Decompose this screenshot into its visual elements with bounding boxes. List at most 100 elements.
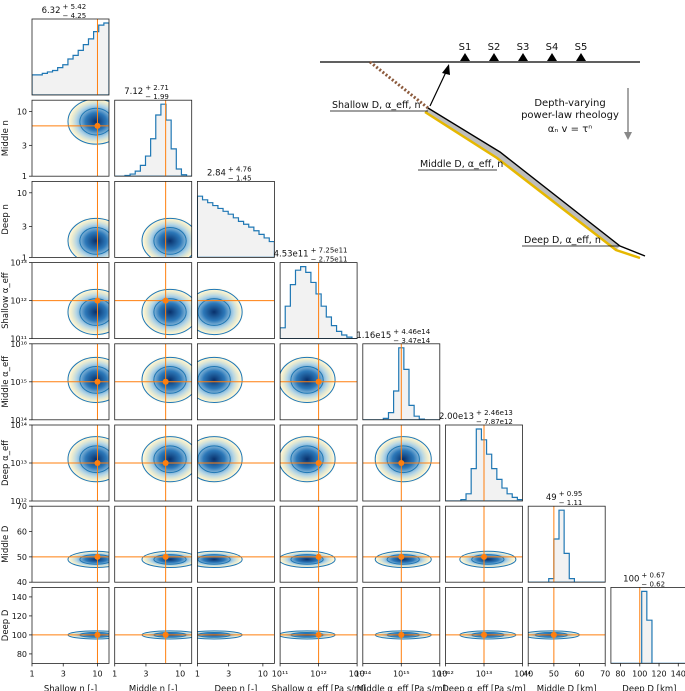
truth-point [162, 553, 169, 560]
xtick-deep_d: 100 [632, 669, 647, 678]
xtick-deep_a: 10¹⁴ [514, 669, 531, 678]
panel-middle_d-middle_d: 49 + 0.95− 1.11 [527, 490, 606, 583]
contour-outer [197, 288, 243, 336]
density-deep_n-shallow_n [65, 215, 109, 258]
panel-frame [279, 262, 358, 340]
contour-outer [67, 550, 109, 568]
panel-middle_a-middle_a: 1.16e15 + 4.46e14− 3.47e14 [356, 328, 441, 421]
xtick-shallow_a: 10¹¹ [272, 669, 289, 678]
contour-outer [67, 100, 109, 145]
contour-outer [141, 436, 192, 483]
panel-shallow_a-middle_n [114, 262, 193, 340]
hist-minus-deep_n: − 1.45 [228, 174, 252, 182]
density-deep_a-middle_a [373, 434, 434, 485]
xtick-deep_n: 10 [258, 669, 268, 678]
panel-frame [196, 180, 275, 258]
truth-point [94, 460, 101, 466]
panel-frame [114, 99, 193, 177]
truth-point [315, 460, 322, 466]
panel-middle_d-deep_n [196, 505, 275, 583]
contour-outer [67, 356, 109, 403]
panel-frame [31, 587, 110, 664]
ytick-deep_a: 10¹³ [10, 459, 27, 468]
contour-outer [280, 550, 336, 568]
panel-middle_n-shallow_n: 1 3 10 Middle n [1, 99, 110, 181]
xtick-deep_d: 80 [615, 669, 625, 678]
hist-minus-shallow_a: − 2.75e11 [311, 256, 348, 264]
panel-deep_a-deep_a: 2.00e13 + 2.46e13− 7.87e12 [439, 409, 523, 502]
contour-outer [197, 436, 243, 483]
hist-median-shallow_n: 6.32 [42, 6, 61, 16]
ytick-deep_n: 3 [22, 223, 27, 232]
panel-frame [31, 505, 110, 583]
ytick-deep_a: 10¹² [10, 497, 27, 506]
hist-minus-middle_a: − 3.47e14 [393, 337, 430, 345]
hist-plus-middle_d: + 0.95 [559, 490, 583, 498]
middle-label: Middle D, α_eff, n [420, 159, 503, 170]
truth-point [315, 631, 322, 638]
density-middle_a-middle_n [139, 354, 192, 405]
hist-median-middle_d: 49 [546, 493, 557, 503]
panel-deep_n-deep_n: 2.84 + 4.76− 1.45 [196, 165, 275, 258]
contour-outer [374, 550, 432, 569]
hist-plus-middle_a: + 4.46e14 [393, 328, 430, 336]
xtick-middle_n: 10 [175, 669, 185, 678]
ytick-middle_d: 70 [17, 502, 27, 511]
xlabel-middle_d: Middle D [km] [537, 684, 597, 691]
xtick-middle_a: 10¹⁴ [355, 669, 372, 678]
ytick-shallow_a: 10¹¹ [10, 335, 27, 344]
ytick-middle_a: 10¹⁶ [10, 340, 27, 349]
station-marker [518, 53, 528, 61]
density-middle_n-shallow_n [65, 100, 109, 147]
xtick-middle_n: 3 [143, 669, 148, 678]
panel-middle_d-shallow_n: 40 50 60 70 Middle D [1, 502, 110, 587]
depth-arrow [624, 132, 632, 140]
panel-frame [362, 505, 441, 583]
xtick-middle_d: 70 [600, 669, 610, 678]
panel-middle_a-shallow_a [279, 343, 358, 421]
xtick-deep_a: 10¹² [437, 669, 454, 678]
xtick-deep_a: 10¹³ [476, 669, 493, 678]
contour-outer [197, 356, 243, 403]
histogram-shallow_n [32, 22, 109, 95]
ylabel-middle_d: Middle D [1, 525, 11, 563]
histogram-deep_n [197, 195, 275, 258]
contour-inner [197, 366, 231, 394]
ytick-deep_d: 140 [12, 593, 27, 602]
panel-frame [279, 505, 358, 583]
shallow-creep [369, 60, 429, 110]
station-label: S2 [488, 42, 501, 53]
truth-point [315, 378, 322, 385]
hist-minus-middle_d: − 1.11 [559, 499, 583, 507]
truth-point [398, 553, 405, 560]
contour-outer [67, 288, 109, 336]
ytick-deep_d: 100 [12, 631, 27, 640]
fault-top [427, 107, 646, 257]
hist-minus-shallow_n: − 4.25 [63, 12, 87, 20]
truth-point [94, 297, 101, 304]
contour-outer [67, 436, 109, 483]
ylabel-middle_a: Middle α_eff [1, 355, 11, 408]
panel-frame [114, 262, 193, 340]
xtick-deep_d: 120 [651, 669, 666, 678]
contour-outer [280, 436, 336, 483]
hist-median-deep_a: 2.00e13 [439, 412, 474, 422]
panel-frame [196, 505, 275, 583]
ytick-middle_d: 60 [17, 528, 27, 537]
panel-middle_d-middle_a [362, 505, 441, 583]
panel-deep_a-shallow_n: 10¹² 10¹³ 10¹⁴ Deep α_eff [1, 421, 110, 506]
hist-minus-deep_d: − 0.62 [641, 580, 665, 588]
truth-point [94, 553, 101, 560]
contour-outer [459, 550, 517, 569]
truth-point [398, 631, 405, 638]
histogram-deep_d [610, 590, 685, 664]
xlabel-middle_n: Middle n [-] [129, 684, 178, 691]
panel-middle_d-middle_n [114, 505, 193, 583]
density-shallow_a-shallow_n [65, 286, 109, 338]
truth-point [550, 631, 557, 638]
xtick-shallow_a: 10¹³ [349, 669, 366, 678]
contour-inner [197, 445, 231, 474]
station-marker [460, 53, 470, 61]
